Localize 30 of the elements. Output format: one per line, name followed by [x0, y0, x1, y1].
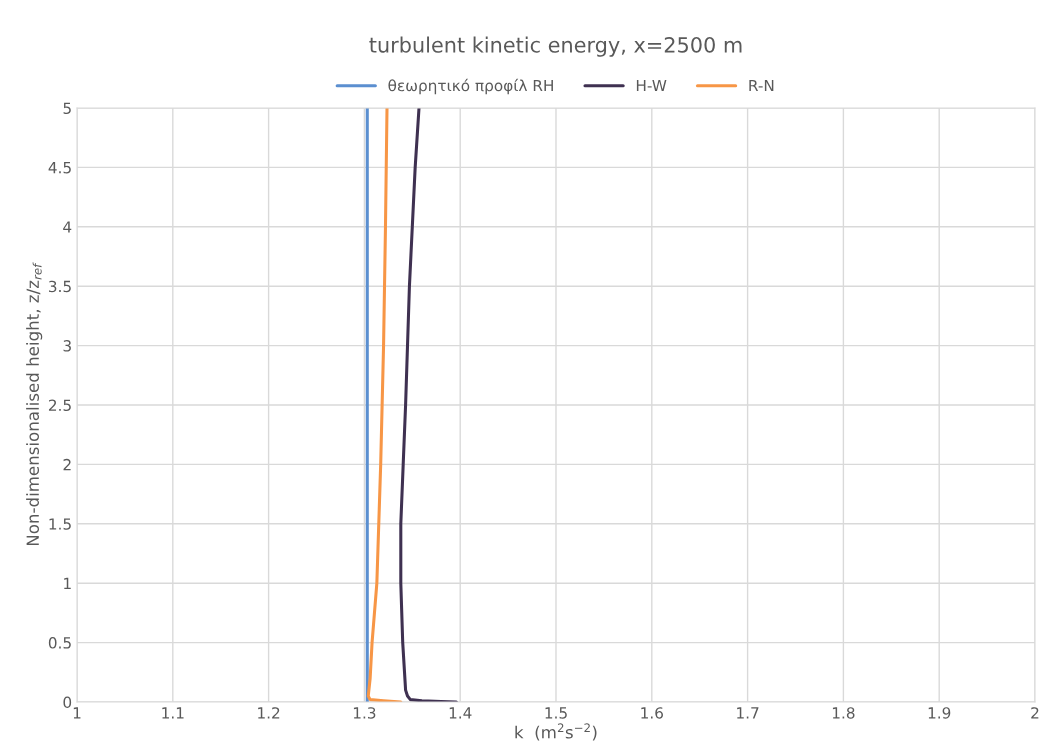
line-series	[399, 108, 458, 702]
x-tick-label: 1	[73, 707, 81, 719]
y-tick-label: 4	[63, 221, 72, 233]
legend-label: H-W	[636, 79, 667, 92]
y-tick-label: 1.5	[49, 518, 71, 530]
chart-title: turbulent kinetic energy, x=2500 m	[369, 36, 742, 57]
x-tick-label: 1.4	[449, 707, 472, 719]
y-axis-title: Non-dimensionalised height, z/z$_{ref}$	[26, 262, 43, 546]
x-tick-label: 1.5	[545, 707, 567, 719]
x-tick-label: 1.7	[737, 707, 759, 719]
y-tick-label: 3	[63, 340, 71, 352]
x-tick-label: 2	[1031, 707, 1039, 719]
y-tick-label: 3.5	[49, 280, 71, 293]
y-tick-label: 0.5	[48, 637, 71, 649]
x-tick-label: 1.9	[928, 707, 951, 719]
y-tick-label: 2.5	[48, 399, 71, 412]
y-tick-label: 5	[63, 102, 71, 115]
x-tick-label: 1.8	[832, 707, 855, 719]
y-tick-label: 4.5	[48, 162, 71, 174]
legend-label: R-N	[749, 79, 774, 92]
x-tick-label: 1.3	[353, 707, 376, 719]
x-tick-label: 1.6	[641, 707, 663, 719]
line-series	[366, 108, 403, 702]
x-tick-label: 1.1	[162, 707, 184, 719]
x-tick-label: 1.2	[258, 707, 280, 719]
y-tick-label: 0	[63, 696, 72, 709]
y-tick-label: 2	[63, 458, 71, 471]
x-axis-title: k (m$^{2}$s$^{−2}$)	[515, 723, 597, 741]
y-tick-label: 1	[64, 577, 71, 589]
legend-label: θεωρητικό προφίλ RH	[388, 78, 553, 95]
